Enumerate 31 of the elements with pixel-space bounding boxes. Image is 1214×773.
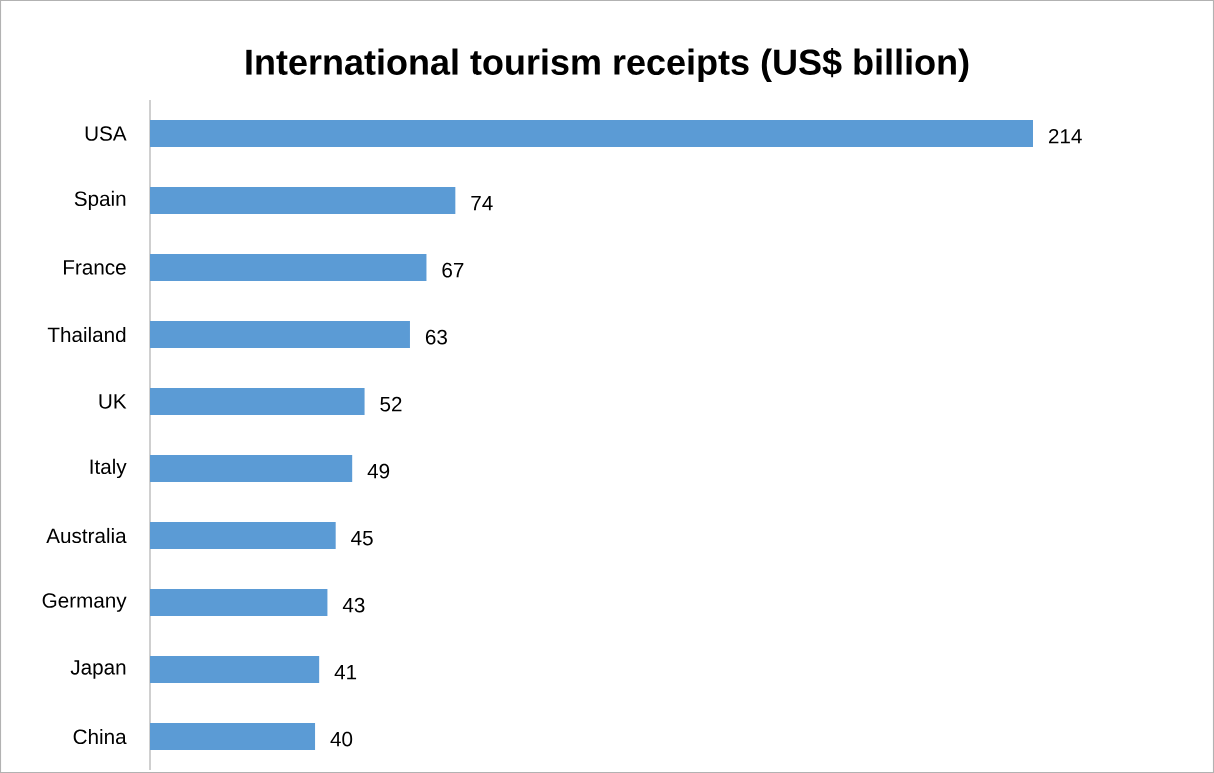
data-label: 49 xyxy=(367,463,390,479)
y-tick-label: Japan xyxy=(70,660,126,679)
bar xyxy=(150,521,336,549)
bar xyxy=(150,655,320,683)
bar xyxy=(150,253,427,281)
data-label: 45 xyxy=(351,530,373,546)
data-label: 43 xyxy=(342,597,365,613)
bar xyxy=(150,588,328,616)
bar xyxy=(150,186,456,214)
bar xyxy=(150,119,1033,147)
y-tick-label: Australia xyxy=(46,527,127,544)
y-tick-label: Spain xyxy=(74,190,126,211)
y-tick-label: Thailand xyxy=(47,326,126,343)
data-label: 74 xyxy=(471,196,493,211)
bar xyxy=(150,722,316,750)
data-label: 52 xyxy=(380,396,402,412)
chart-title: International tourism receipts (US$ billion) xyxy=(246,47,969,83)
y-tick-label: France xyxy=(64,260,126,275)
data-label: 67 xyxy=(442,262,464,278)
data-label: 214 xyxy=(1048,128,1082,144)
y-tick-label: Germany xyxy=(42,593,127,612)
y-tick-label: China xyxy=(73,728,127,745)
bar xyxy=(150,387,365,415)
data-label: 41 xyxy=(334,665,357,680)
bar xyxy=(150,320,410,348)
y-tick-label: UK xyxy=(99,394,127,409)
y-tick-label: Italy xyxy=(90,458,127,479)
data-label: 40 xyxy=(330,731,353,747)
bar xyxy=(150,454,353,482)
y-tick-label: USA xyxy=(85,126,127,141)
data-label: 63 xyxy=(425,329,447,345)
